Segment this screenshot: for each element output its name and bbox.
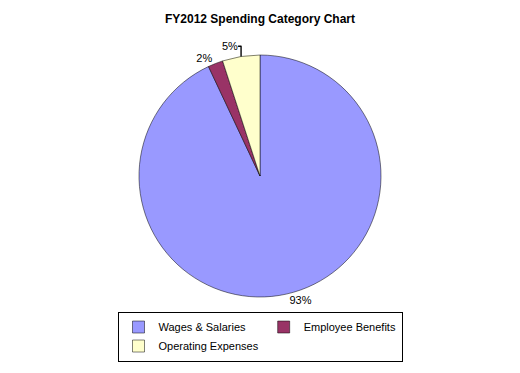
svg-text:93%: 93% [289, 294, 311, 306]
svg-text:FY2012 Spending Category Chart: FY2012 Spending Category Chart [165, 12, 355, 26]
svg-text:Operating Expenses: Operating Expenses [159, 340, 259, 352]
svg-text:Employee Benefits: Employee Benefits [304, 321, 396, 333]
svg-text:2%: 2% [196, 52, 212, 64]
svg-text:Wages & Salaries: Wages & Salaries [159, 321, 247, 333]
svg-text:5%: 5% [222, 40, 238, 52]
